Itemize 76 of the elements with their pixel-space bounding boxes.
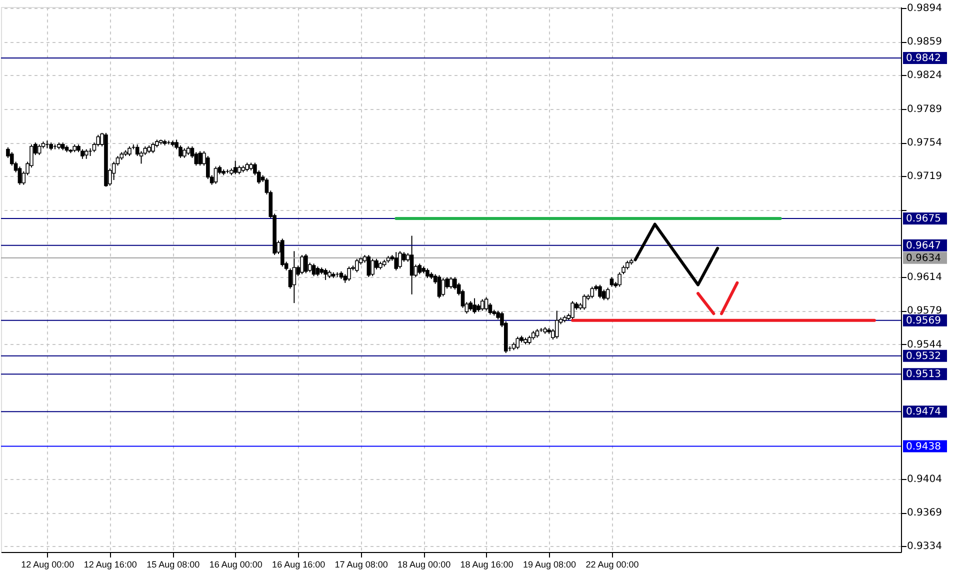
x-tick-label: 18 Aug 00:00: [398, 560, 451, 570]
candlestick: [516, 336, 520, 350]
candlestick: [437, 274, 442, 299]
candlestick: [410, 235, 414, 295]
candlestick: [37, 144, 42, 156]
line-series: [634, 222, 720, 286]
x-tick-label: 19 Aug 08:00: [522, 560, 576, 570]
candlestick: [598, 284, 602, 299]
candlestick: [316, 266, 320, 277]
candlestick: [554, 310, 559, 340]
y-tick-label: 0.9614: [907, 272, 942, 284]
y-tick-label: 0.9859: [907, 36, 942, 48]
candlestick: [398, 250, 402, 269]
x-tick-label: 17 Aug 08:00: [334, 560, 388, 570]
ref-line-label: 0.9532: [906, 350, 941, 362]
candlestick: [602, 289, 606, 301]
candlestick: [441, 278, 446, 297]
x-tick-label: 22 Aug 00:00: [586, 560, 639, 570]
candlestick: [582, 294, 586, 310]
x-tick-label: 12 Aug 00:00: [21, 560, 74, 570]
candlestick: [347, 266, 351, 282]
y-tick-label: 0.9824: [907, 70, 942, 82]
candlestick: [449, 276, 453, 290]
ref-line-label: 0.9569: [906, 315, 941, 326]
ref-line-label: 0.9474: [906, 406, 941, 418]
candlestick: [233, 160, 238, 175]
candlestick: [128, 146, 132, 156]
x-tick-label: 18 Aug 16:00: [460, 560, 514, 570]
candlestick: [618, 272, 622, 288]
ref-line-label: 0.9675: [906, 213, 941, 224]
ref-line-label: 0.9842: [906, 52, 941, 64]
x-tick-label: 15 Aug 08:00: [146, 560, 200, 570]
candlestick: [426, 268, 430, 279]
candlestick: [135, 144, 140, 156]
candlestick: [324, 268, 328, 280]
candlestick: [300, 254, 304, 275]
x-tick-label: 16 Aug 00:00: [209, 560, 262, 570]
candlestick: [151, 142, 155, 154]
ref-line-label: 0.9513: [906, 369, 941, 380]
candlestick: [394, 252, 398, 271]
candlestick: [80, 148, 84, 160]
candlestick: [355, 258, 359, 273]
candlestick: [292, 250, 296, 304]
candlestick: [472, 298, 476, 314]
y-tick-label: 0.9754: [907, 138, 942, 149]
candlestick: [194, 152, 198, 166]
y-tick-label: 0.9789: [907, 104, 942, 115]
candlestick: [182, 148, 186, 158]
ref-line-label: 0.9647: [906, 240, 941, 252]
candlestick: [18, 166, 22, 186]
candlestick: [312, 263, 316, 277]
candlestick: [370, 258, 374, 277]
y-tick-label: 0.9719: [907, 171, 942, 182]
x-tick-label: 16 Aug 16:00: [272, 560, 326, 570]
y-tick-label: 0.9369: [907, 508, 942, 519]
x-tick-label: 12 Aug 16:00: [84, 560, 137, 570]
candlestick: [590, 286, 594, 299]
candlestick: [304, 254, 308, 274]
candlestick: [366, 254, 371, 278]
candlestick: [198, 150, 202, 166]
candlestick: [418, 263, 422, 275]
candlestick: [84, 148, 88, 160]
candlestick: [610, 276, 614, 288]
y-tick-label: 0.9404: [907, 474, 942, 485]
y-tick-label: 0.9334: [907, 541, 942, 552]
candlestick: [484, 296, 488, 312]
candlestick: [480, 298, 484, 312]
y-tick-label: 0.9579: [907, 306, 942, 317]
y-tick-label: 0.9894: [907, 2, 942, 14]
ref-line-label: 0.9438: [906, 441, 941, 452]
candlestick: [468, 300, 473, 312]
candlestick: [570, 300, 574, 320]
ref-line-label: 0.9634: [906, 252, 941, 264]
candlestick: [214, 166, 218, 184]
y-tick-label: 0.9544: [907, 339, 942, 350]
candlestick: [606, 287, 610, 301]
